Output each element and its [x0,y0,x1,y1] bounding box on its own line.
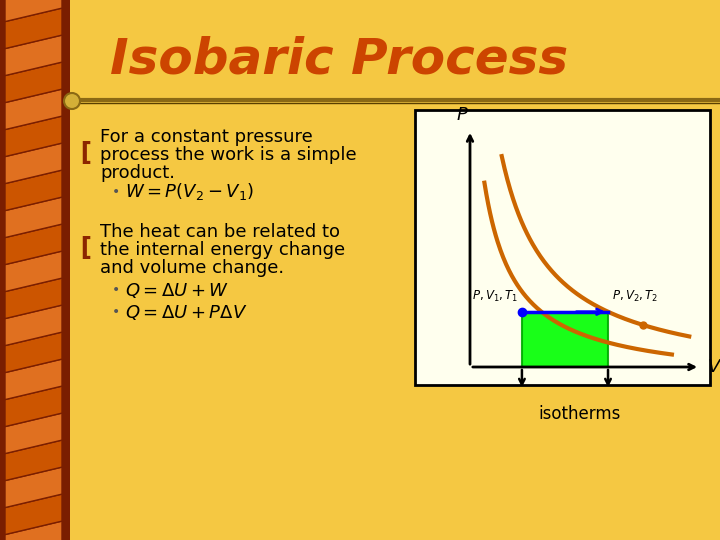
Bar [415,110,710,385]
Text: the internal energy change: the internal energy change [100,241,345,259]
Polygon shape [5,440,62,481]
Text: Isobaric Process: Isobaric Process [110,36,568,84]
Polygon shape [5,197,62,238]
Text: •: • [112,185,120,199]
Text: $Q = \Delta U + P\Delta V$: $Q = \Delta U + P\Delta V$ [125,302,248,321]
Text: The heat can be related to: The heat can be related to [100,223,340,241]
Polygon shape [5,143,62,184]
Polygon shape [5,170,62,211]
Polygon shape [5,332,62,373]
Polygon shape [5,62,62,103]
Polygon shape [5,0,62,22]
Text: ]: ] [78,138,90,162]
Polygon shape [5,467,62,508]
Text: process the work is a simple: process the work is a simple [100,146,356,164]
Polygon shape [5,278,62,319]
Bar [0,0,70,540]
Text: •: • [112,305,120,319]
Text: and volume change.: and volume change. [100,259,284,277]
Text: $P, V_2, T_2$: $P, V_2, T_2$ [612,289,658,304]
Polygon shape [5,116,62,157]
Polygon shape [5,89,62,130]
Polygon shape [5,305,62,346]
Text: For a constant pressure: For a constant pressure [100,128,312,146]
Polygon shape [5,8,62,49]
Text: product.: product. [100,164,175,182]
Text: $Q = \Delta U + W$: $Q = \Delta U + W$ [125,280,229,300]
Polygon shape [5,224,62,265]
Text: •: • [112,283,120,297]
Polygon shape [5,494,62,535]
Polygon shape [5,35,62,76]
Text: ]: ] [78,233,90,257]
Text: $W = P(V_2 - V_1)$: $W = P(V_2 - V_1)$ [125,181,254,202]
Polygon shape [5,521,62,540]
Bar [522,312,608,367]
Polygon shape [5,386,62,427]
Polygon shape [5,413,62,454]
Polygon shape [5,251,62,292]
Text: isotherms: isotherms [539,405,621,423]
Text: $P, V_1, T_1$: $P, V_1, T_1$ [472,289,518,304]
Text: V: V [708,358,720,376]
Text: P: P [456,106,467,124]
Polygon shape [5,359,62,400]
Circle shape [64,93,80,109]
